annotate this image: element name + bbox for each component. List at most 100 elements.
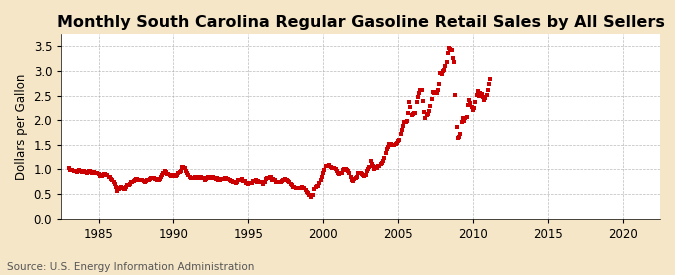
Point [146,176,157,181]
Point [452,136,463,140]
Point [430,90,441,95]
Point [281,178,292,183]
Point [77,169,88,174]
Point [123,182,134,187]
Point [128,179,139,183]
Point [484,82,495,86]
Point [144,177,155,182]
Point [140,179,151,183]
Point [109,181,120,186]
Point [97,174,108,178]
Point [314,181,325,185]
Point [309,187,320,191]
Point [224,178,235,182]
Point [305,194,316,199]
Point [340,167,351,171]
Point [249,179,260,183]
Point [174,169,185,174]
Point [252,180,263,184]
Point [421,112,432,117]
Point [80,170,90,174]
Point [277,178,288,183]
Point [136,178,146,182]
Point [396,128,407,132]
Point [65,168,76,172]
Point [148,176,159,181]
Point [172,172,183,177]
Point [402,111,413,115]
Point [360,172,371,177]
Point [221,176,232,180]
Point [176,169,186,173]
Point [280,178,291,182]
Point [130,177,140,182]
Point [239,179,250,183]
Point [448,56,458,60]
Point [203,175,214,179]
Point [184,175,195,180]
Point [234,178,245,182]
Point [296,186,306,190]
Point [329,166,340,170]
Point [102,173,113,177]
Point [312,184,323,188]
Point [223,177,234,182]
Point [398,124,408,128]
Point [265,175,276,179]
Point [406,112,417,117]
Point [207,175,217,180]
Point [246,181,256,185]
Point [182,171,192,176]
Point [237,177,248,181]
Point [380,150,391,155]
Point [435,71,446,75]
Point [383,144,394,149]
Point [273,180,284,185]
Point [394,138,405,142]
Point [78,169,89,173]
Point [83,169,94,173]
Point [74,168,85,173]
Point [90,171,101,175]
Point [313,184,323,188]
Point [335,171,346,176]
Point [460,116,470,120]
Point [323,164,333,168]
Point [424,109,435,114]
Point [96,173,107,177]
Point [143,178,154,182]
Point [192,175,202,180]
Point [72,170,83,174]
Point [439,68,450,72]
Point [475,91,486,95]
Point [474,94,485,98]
Point [377,161,387,165]
Point [342,167,352,172]
Point [171,173,182,178]
Point [271,180,282,184]
Point [278,178,289,182]
Point [429,90,439,95]
Point [441,60,452,64]
Point [355,171,366,175]
Point [287,183,298,187]
Point [269,178,280,182]
Point [395,132,406,136]
Point [433,87,443,92]
Point [254,180,265,184]
Point [106,177,117,181]
Point [302,190,313,195]
Point [362,167,373,171]
Point [375,162,386,166]
Point [230,181,241,185]
Point [324,163,335,167]
Point [274,180,285,184]
Point [437,68,448,73]
Point [212,176,223,181]
Point [310,185,321,189]
Point [101,172,111,177]
Point [358,173,369,177]
Point [393,139,404,143]
Point [256,180,267,185]
Point [410,111,421,115]
